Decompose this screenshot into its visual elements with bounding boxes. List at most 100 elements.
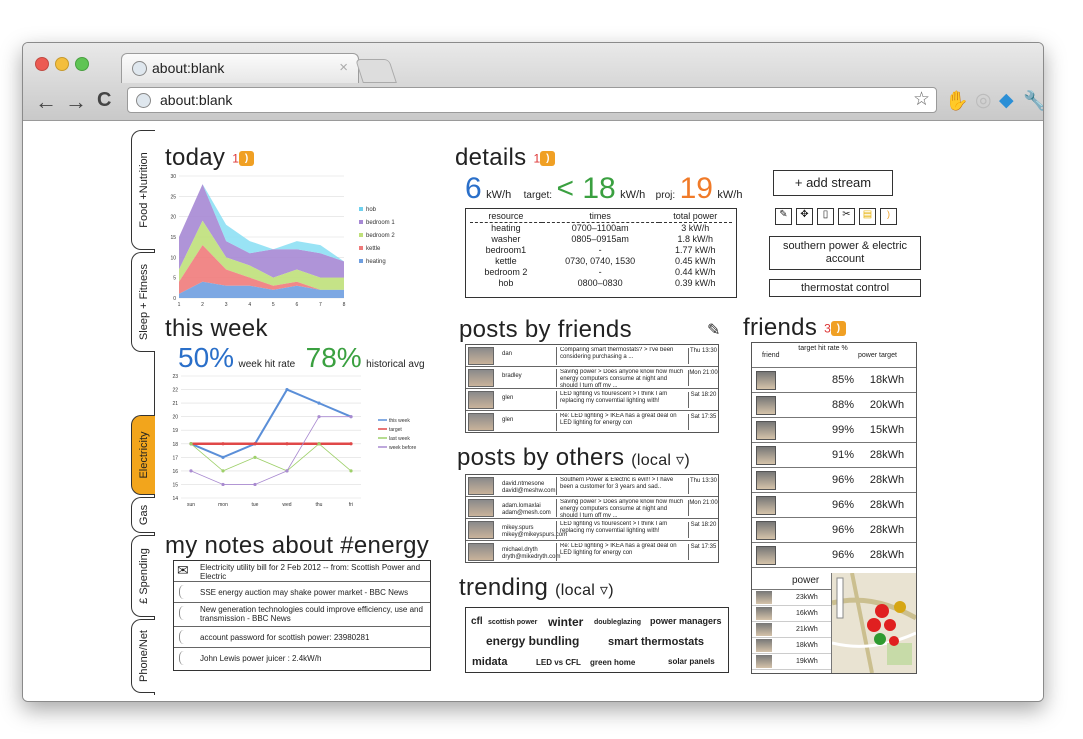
post-author[interactable]: michael.dryth dryth@mikedryth.com [502,547,561,560]
trending-tag[interactable]: power managers [650,616,722,626]
friends-map[interactable] [832,573,916,673]
post-row[interactable]: david.ntmesone davidl@meshw.com Southern… [466,475,718,497]
side-tab-gas[interactable]: Gas [131,497,155,533]
hand-icon[interactable]: ✋ [945,91,969,112]
post-message[interactable]: Comparing smart thermostats? > I've been… [556,347,686,365]
account-button[interactable]: southern power & electric account [769,236,921,270]
details-table: resource times total power heating 0700–1100… [465,208,737,298]
new-tab-button[interactable] [355,59,397,83]
post-message[interactable]: Re: LED lighting > IKEA has a great deal… [556,413,686,431]
data-point [285,442,289,446]
thermostat-control-button[interactable]: thermostat control [769,279,921,297]
x-tick-label: 5 [272,302,275,308]
post-author[interactable]: david.ntmesone davidl@meshw.com [502,481,556,494]
power-row: 21kWh [752,622,831,638]
post-row[interactable]: michael.dryth dryth@mikedryth.com Re: LE… [466,541,718,563]
post-row[interactable]: glen Re: LED lighting > IKEA has a great… [466,411,718,433]
note-item[interactable]: ✉ Electricity utility bill for 2 Feb 2012… [174,561,430,582]
trending-tag[interactable]: energy bundling [486,634,580,648]
bookmark-star-icon[interactable]: ☆ [912,89,930,110]
y-tick-label: 23 [172,374,178,380]
post-author[interactable]: dan [502,351,513,357]
note-item[interactable]: account password for scottish power: 239… [174,627,430,648]
address-bar[interactable]: about:blank ☆ [127,87,937,113]
trending-tag[interactable]: LED vs CFL [536,658,581,667]
note-icon[interactable]: ▤ [859,208,876,225]
trending-tag[interactable]: solar panels [668,657,715,666]
browser-window: about:blank × ← → C about:blank ☆ ✋ ◎ ◆ … [22,42,1044,702]
side-tab-phone[interactable]: Phone/Net [131,619,155,693]
note-item[interactable]: New generation technologies could improv… [174,603,430,627]
trending-tag[interactable]: smart thermostats [608,636,704,648]
trending-tag[interactable]: cfl [471,616,483,627]
cube-icon[interactable]: ◆ [999,90,1014,111]
post-row[interactable]: dan Comparing smart thermostats? > I've … [466,345,718,367]
trending-tag[interactable]: scottish power [488,619,538,626]
forward-icon[interactable]: → [65,89,87,114]
scissors-icon[interactable]: ✂ [838,208,855,225]
note-item[interactable]: John Lewis power juicer : 2.4kW/h [174,648,430,669]
post-author[interactable]: mikey.spurs mikey@mikeyspurs.com [502,525,568,538]
move-icon[interactable]: ✥ [796,208,813,225]
friend-row[interactable]: 85% 18kWh [752,368,916,393]
rss-icon[interactable]: ) [239,151,255,167]
post-row[interactable]: adam.lomaxlai adam@mesh.com Saving power… [466,497,718,519]
historical-avg: 78% [305,342,362,373]
post-message[interactable]: Southern Power & Electric is evil!! > I … [556,477,686,495]
rss-icon[interactable]: ) [540,151,556,167]
circle-extension-icon[interactable]: ◎ [975,90,992,111]
trending-tag[interactable]: doubleglazing [594,619,642,626]
trash-icon[interactable]: ▯ [817,208,834,225]
post-row[interactable]: mikey.spurs mikey@mikeyspurs.com LED lig… [466,519,718,541]
scope-dropdown[interactable]: (local ▿) [631,452,690,469]
post-row[interactable]: glen LED lighting vs flourescent > I thi… [466,389,718,411]
note-item[interactable]: SSE energy auction may shake power marke… [174,582,430,603]
x-tick-label: 2 [201,302,204,308]
post-row[interactable]: bradley Saving power > Does anyone know … [466,367,718,389]
post-message[interactable]: Re: LED lighting > IKEA has a great deal… [556,543,686,561]
friend-row[interactable]: 91% 28kWh [752,443,916,468]
scope-dropdown[interactable]: (local ▿) [555,582,614,599]
post-author[interactable]: bradley [502,373,522,379]
rss-icon[interactable]: ) [880,208,897,225]
pen-icon[interactable]: ✎ [707,322,721,339]
reload-icon[interactable]: C [97,89,112,111]
post-date: Mon 21:00 [688,370,718,386]
rss-icon[interactable]: ) [831,321,847,337]
post-message[interactable]: LED lighting vs flourescent > I think I … [556,521,686,539]
friends-table: friend target hit rate % power target 85… [751,342,917,674]
post-message[interactable]: Saving power > Does anyone know how much… [556,499,686,517]
post-message[interactable]: Saving power > Does anyone know how much… [556,369,686,387]
post-author[interactable]: glen [502,395,514,401]
zoom-window-button[interactable] [75,57,89,71]
post-message[interactable]: LED lighting vs flourescent > I think I … [556,391,686,409]
trending-tag[interactable]: winter [548,615,584,629]
back-icon[interactable]: ← [35,89,57,114]
side-tab-food[interactable]: Food +Nutrition [131,130,155,250]
friend-row[interactable]: 88% 20kWh [752,393,916,418]
close-window-button[interactable] [35,57,49,71]
post-author[interactable]: adam.lomaxlai adam@mesh.com [502,503,551,516]
pen-icon[interactable]: ✎ [775,208,792,225]
post-author[interactable]: glen [502,417,514,423]
friend-row[interactable]: 96% 28kWh [752,468,916,493]
add-stream-button[interactable]: + add stream [773,170,893,196]
trending-tag[interactable]: green home [590,658,636,667]
close-tab-icon[interactable]: × [339,59,348,76]
data-point [317,401,321,405]
browser-tab[interactable]: about:blank × [121,53,359,83]
side-tab-sleep[interactable]: Sleep + Fitness [131,252,155,352]
minimize-window-button[interactable] [55,57,69,71]
friend-row[interactable]: 96% 28kWh [752,518,916,543]
side-tab-electricity[interactable]: Electricity [131,415,155,495]
trending-tag[interactable]: midata [472,656,508,668]
details-header: times [589,211,611,222]
today-area-chart: 0 5 10 15 20 25 30 1 2 3 4 5 6 7 8 hob bedroom 1 bedroom … [170,174,395,308]
clip-icon [179,585,191,599]
y-tick-label: 22 [172,388,178,394]
wrench-icon[interactable]: 🔧 [1023,89,1043,113]
friend-row[interactable]: 96% 28kWh [752,543,916,568]
friend-row[interactable]: 96% 28kWh [752,493,916,518]
friend-row[interactable]: 99% 15kWh [752,418,916,443]
side-tab-spending[interactable]: £ Spending [131,535,155,617]
